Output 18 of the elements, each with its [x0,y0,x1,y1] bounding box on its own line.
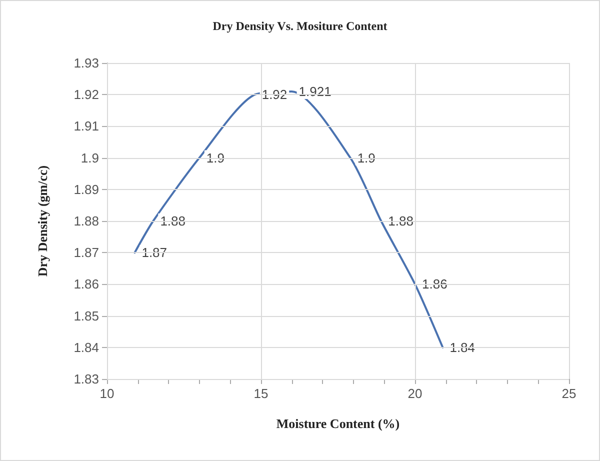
y-tick-label: 1.93 [74,56,99,70]
y-tick-label: 1.85 [74,308,99,324]
y-tick-label: 1.84 [74,340,99,355]
y-tick-label: 1.87 [74,245,99,260]
y-tick-label: 1.83 [74,372,99,386]
y-axis-title: Dry Density (gm/cc) [35,165,50,277]
chart-title: Dry Density Vs. Mositure Content [212,19,388,33]
y-tick-label: 1.92 [74,87,99,102]
y-tick-label: 1.91 [74,118,99,134]
x-tick-label: 25 [562,386,576,401]
y-tick-label: 1.86 [74,276,99,292]
x-tick-label: 15 [254,386,268,401]
y-tick-label: 1.9 [80,150,99,166]
x-tick-label: 20 [408,386,422,401]
y-tick-label: 1.88 [74,214,99,228]
x-tick-label: 10 [100,386,114,401]
y-tick-label: 1.89 [74,182,99,197]
x-axis-title: Moisture Content (%) [276,416,400,431]
